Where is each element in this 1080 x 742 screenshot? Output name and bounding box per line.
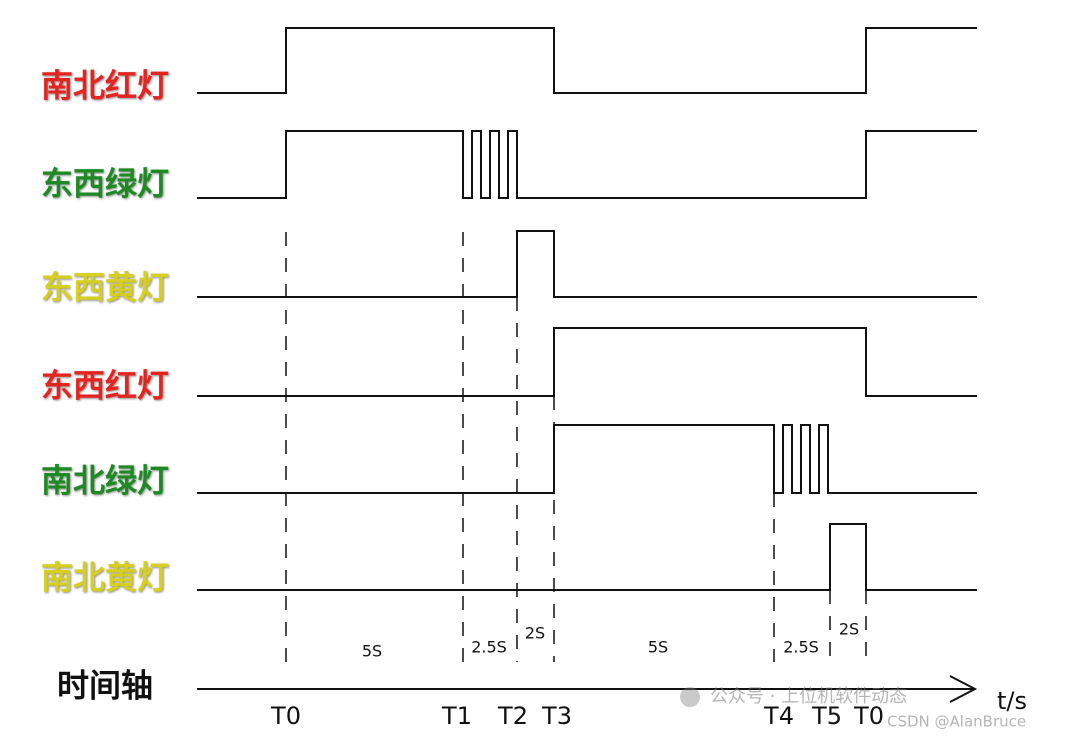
interval-label: 2.5S [471,638,507,657]
waveform [197,424,977,494]
signal-label: 南北黄灯 [41,559,169,597]
interval-label: 2S [525,624,545,643]
waveform [197,523,977,591]
time-marker: T0 [853,702,884,730]
watermark: 公众号 · 上位机软件动态 [710,686,907,707]
time-marker: T2 [497,702,528,730]
interval-label: 5S [362,642,382,661]
waveform [197,230,977,298]
waveform [197,27,977,94]
signal-label: 南北红灯 [41,67,169,105]
dashed-guides [285,232,867,662]
wechat-icon [680,687,700,707]
time-marker: T1 [441,702,472,730]
waveform [197,327,977,397]
interval-label: 2.5S [783,638,819,657]
signal-label: 东西红灯 [41,367,169,405]
waveform [197,130,977,199]
axis-label: 时间轴 [57,667,153,705]
interval-label: 5S [648,638,668,657]
axis-unit: t/s [997,687,1027,715]
signal-label: 南北绿灯 [41,462,169,500]
signal-label: 东西绿灯 [41,165,169,203]
signal-label: 东西黄灯 [41,269,169,307]
time-marker: T4 [763,702,794,730]
axis-arrow [949,675,978,703]
time-marker: T0 [270,702,301,730]
watermark: CSDN @AlanBruce [887,713,1026,731]
time-marker: T3 [541,702,572,730]
time-marker: T5 [811,702,842,730]
interval-label: 2S [839,620,859,639]
